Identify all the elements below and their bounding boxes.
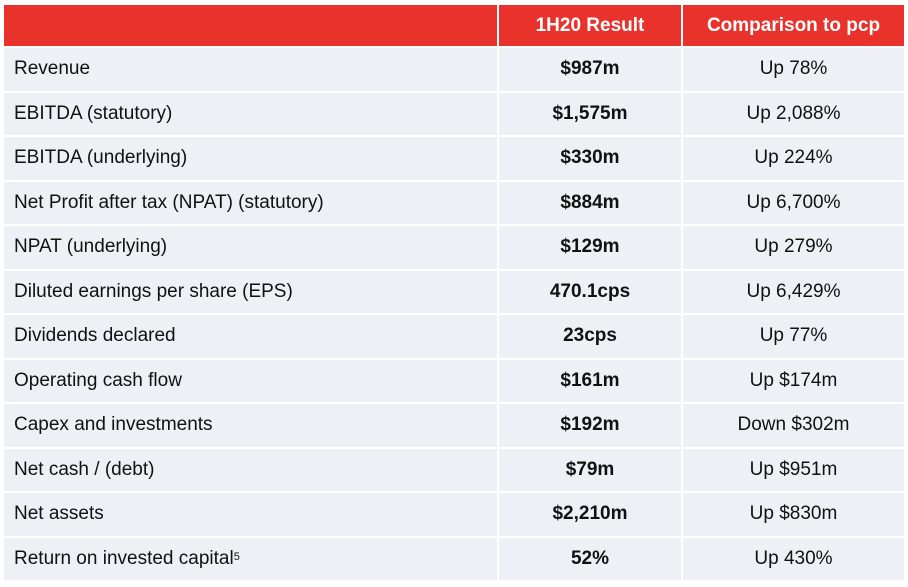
result-cell: $79m bbox=[499, 448, 683, 493]
metric-cell: Operating cash flow bbox=[4, 359, 499, 404]
result-cell: $192m bbox=[499, 404, 683, 449]
metric-label: Dividends declared bbox=[14, 325, 176, 347]
metric-label: Diluted earnings per share (EPS) bbox=[14, 280, 293, 302]
table-row: Net cash / (debt) $79m Up $951m bbox=[4, 448, 904, 493]
metric-cell: Capex and investments bbox=[4, 404, 499, 449]
table-row: Dividends declared 23cps Up 77% bbox=[4, 315, 904, 360]
comparison-cell: Up 430% bbox=[683, 537, 904, 582]
metric-label: Return on invested capital bbox=[14, 547, 234, 569]
metric-label: Operating cash flow bbox=[14, 369, 182, 391]
metric-label: NPAT (underlying) bbox=[14, 236, 168, 258]
comparison-cell: Up 6,700% bbox=[683, 181, 904, 226]
result-cell: $987m bbox=[499, 48, 683, 93]
table-row: EBITDA (statutory) $1,575m Up 2,088% bbox=[4, 92, 904, 137]
comparison-cell: Up 224% bbox=[683, 137, 904, 182]
metric-label: EBITDA (statutory) bbox=[14, 102, 173, 124]
comparison-cell: Up 78% bbox=[683, 48, 904, 93]
footnote-marker: 5 bbox=[233, 550, 240, 563]
result-cell: $129m bbox=[499, 226, 683, 271]
table-row: Capex and investments $192m Down $302m bbox=[4, 404, 904, 449]
table-row: Operating cash flow $161m Up $174m bbox=[4, 359, 904, 404]
result-cell: $884m bbox=[499, 181, 683, 226]
metric-cell: Net Profit after tax (NPAT) (statutory) bbox=[4, 181, 499, 226]
comparison-cell: Up 2,088% bbox=[683, 92, 904, 137]
metric-label: Capex and investments bbox=[14, 414, 213, 436]
table-row: Revenue $987m Up 78% bbox=[4, 48, 904, 93]
comparison-cell: Down $302m bbox=[683, 404, 904, 449]
metric-label: Revenue bbox=[14, 58, 91, 80]
metric-label: Net Profit after tax (NPAT) (statutory) bbox=[14, 191, 324, 213]
table-row: Net Profit after tax (NPAT) (statutory) $… bbox=[4, 181, 904, 226]
result-cell: $330m bbox=[499, 137, 683, 182]
result-cell: $2,210m bbox=[499, 493, 683, 538]
metric-cell: EBITDA (underlying) bbox=[4, 137, 499, 182]
table-row: Diluted earnings per share (EPS) 470.1cps… bbox=[4, 270, 904, 315]
table-body: Revenue $987m Up 78% EBITDA (statutory) $1,5… bbox=[4, 48, 904, 582]
metric-cell: Revenue bbox=[4, 48, 499, 93]
metric-cell: Dividends declared bbox=[4, 315, 499, 360]
metric-cell: Net assets bbox=[4, 493, 499, 538]
comparison-cell: Up $830m bbox=[683, 493, 904, 538]
result-cell: 470.1cps bbox=[499, 270, 683, 315]
metric-cell: EBITDA (statutory) bbox=[4, 92, 499, 137]
table-row: Net assets $2,210m Up $830m bbox=[4, 493, 904, 538]
header-comparison-cell: Comparison to pcp bbox=[683, 5, 904, 48]
metric-label: Net assets bbox=[14, 503, 104, 525]
result-cell: 23cps bbox=[499, 315, 683, 360]
result-cell: $1,575m bbox=[499, 92, 683, 137]
comparison-cell: Up $174m bbox=[683, 359, 904, 404]
header-result-cell: 1H20 Result bbox=[499, 5, 683, 48]
result-cell: 52% bbox=[499, 537, 683, 582]
results-table: 1H20 Result Comparison to pcp Revenue $98… bbox=[4, 5, 904, 582]
metric-cell: Diluted earnings per share (EPS) bbox=[4, 270, 499, 315]
comparison-cell: Up 6,429% bbox=[683, 270, 904, 315]
comparison-cell: Up 77% bbox=[683, 315, 904, 360]
table-header-row: 1H20 Result Comparison to pcp bbox=[4, 5, 904, 48]
metric-cell: Return on invested capital 5 bbox=[4, 537, 499, 582]
comparison-cell: Up 279% bbox=[683, 226, 904, 271]
metric-label: EBITDA (underlying) bbox=[14, 147, 188, 169]
header-metric-cell bbox=[4, 5, 499, 48]
table-row: EBITDA (underlying) $330m Up 224% bbox=[4, 137, 904, 182]
result-cell: $161m bbox=[499, 359, 683, 404]
metric-label: Net cash / (debt) bbox=[14, 458, 155, 480]
metric-cell: NPAT (underlying) bbox=[4, 226, 499, 271]
table-row: NPAT (underlying) $129m Up 279% bbox=[4, 226, 904, 271]
metric-cell: Net cash / (debt) bbox=[4, 448, 499, 493]
comparison-cell: Up $951m bbox=[683, 448, 904, 493]
table-row: Return on invested capital 5 52% Up 430% bbox=[4, 537, 904, 582]
